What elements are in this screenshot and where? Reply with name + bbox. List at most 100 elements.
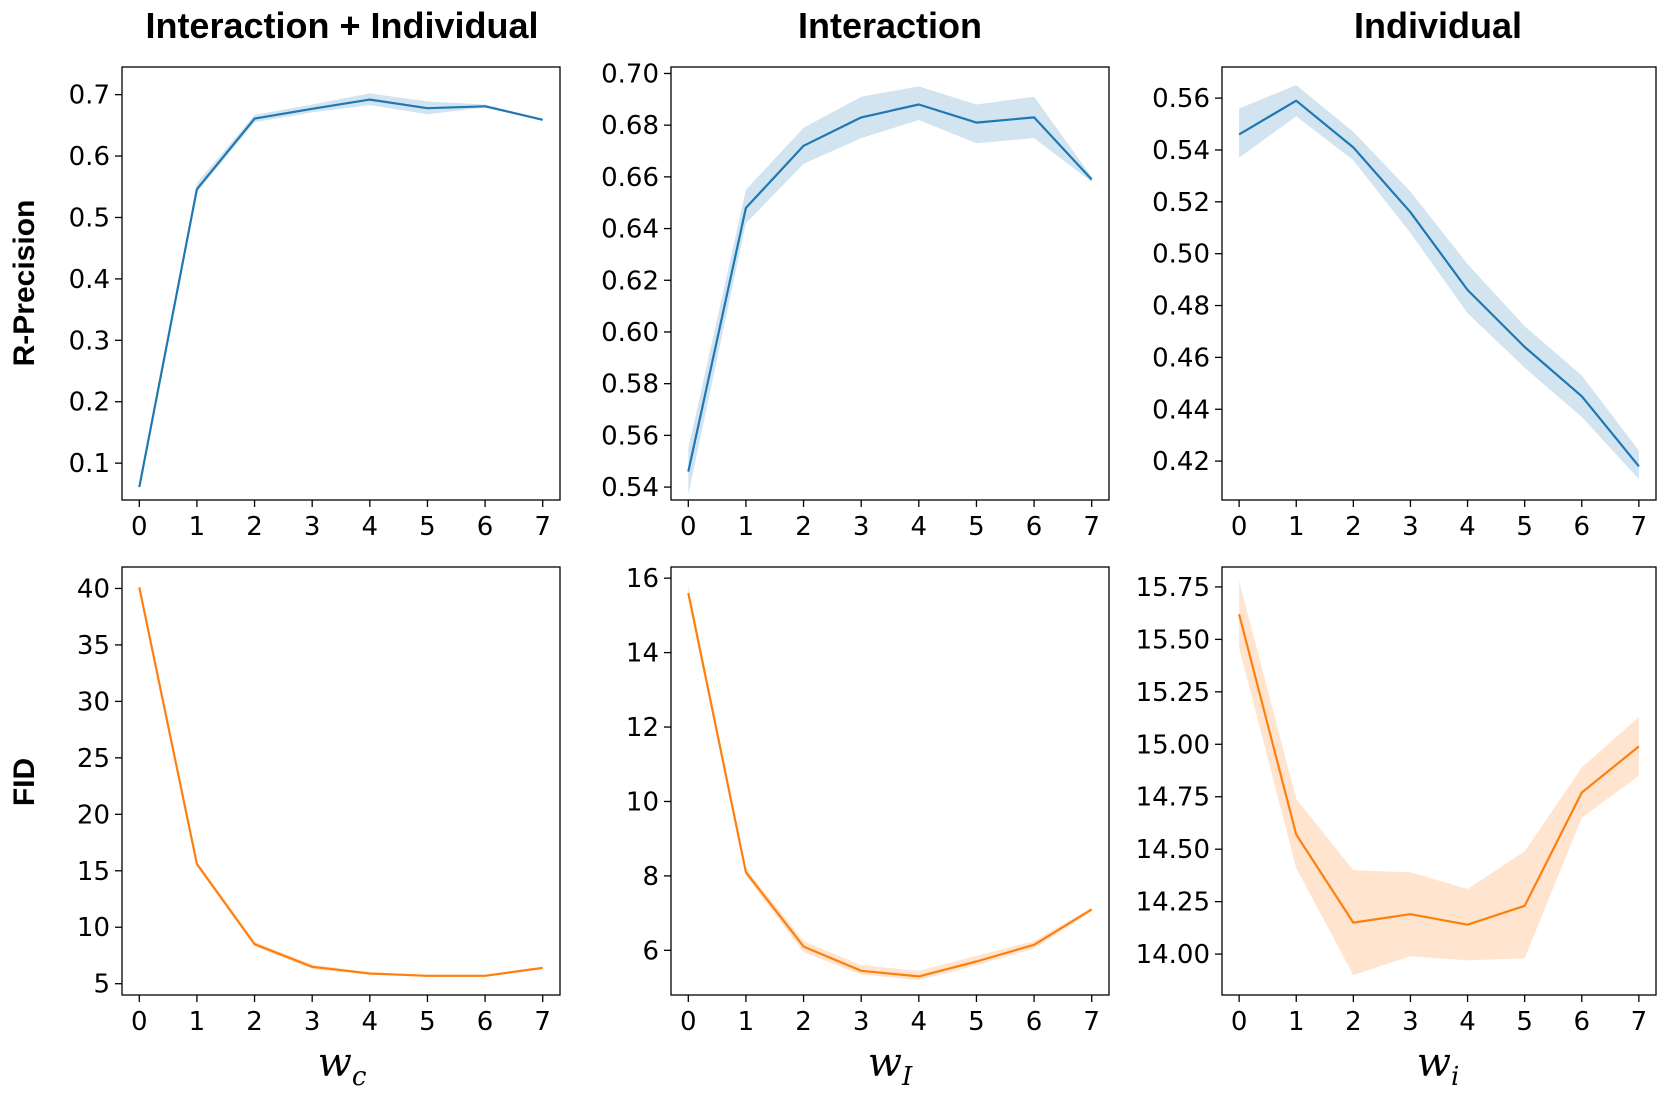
confidence-band xyxy=(688,86,1092,495)
y-tick-label: 14.50 xyxy=(1136,835,1210,865)
series-line xyxy=(1238,613,1640,926)
x-tick-label: 1 xyxy=(1288,1007,1305,1037)
y-tick-label: 25 xyxy=(77,744,110,774)
y-tick-label: 0.66 xyxy=(601,163,659,193)
subplot-grid: 0 1 2 3 4 5 6 70.10.20.30.40.50.60.70 1 2 3 4 5 6 70.5… xyxy=(69,59,1657,1037)
y-tick-label: 0.56 xyxy=(601,421,659,451)
y-tick-label: 6 xyxy=(642,936,659,966)
y-tick-label: 0.68 xyxy=(601,111,659,141)
confidence-band xyxy=(139,93,543,488)
x-tick-label: 0 xyxy=(1231,1007,1248,1037)
axes-frame xyxy=(670,566,1110,996)
y-tick-label: 0.44 xyxy=(1152,395,1210,425)
y-tick-label: 16 xyxy=(626,564,659,594)
confidence-band xyxy=(1239,580,1639,976)
y-tick-label: 0.5 xyxy=(69,203,110,233)
x-tick-label: 4 xyxy=(1459,512,1476,542)
y-tick-label: 0.64 xyxy=(601,215,659,245)
y-tick-label: 0.46 xyxy=(1152,343,1210,373)
x-tick-label: 6 xyxy=(1026,1007,1043,1037)
x-tick-label: 4 xyxy=(1459,1007,1476,1037)
series-line xyxy=(687,592,1093,978)
x-tick-label: 7 xyxy=(1631,512,1648,542)
axes-frame xyxy=(1221,566,1657,996)
y-tick-label: 0.1 xyxy=(69,449,110,479)
x-tick-label: 7 xyxy=(1083,512,1100,542)
series-line xyxy=(1238,99,1640,467)
y-tick-label: 0.54 xyxy=(1152,136,1210,166)
y-tick-label: 15.00 xyxy=(1136,730,1210,760)
y-tick-label: 40 xyxy=(77,574,110,604)
x-axis-label-wc: wc xyxy=(318,1040,367,1092)
y-tick-label: 15 xyxy=(77,857,110,887)
y-tick-label: 14 xyxy=(626,639,659,669)
x-tick-label: 5 xyxy=(419,1007,436,1037)
x-tick-label: 2 xyxy=(246,1007,263,1037)
x-axis-label-wI: wI xyxy=(868,1040,913,1092)
axes-frame xyxy=(121,66,561,501)
series-line xyxy=(138,98,543,488)
row-label-fid: FID xyxy=(8,758,41,806)
x-tick-label: 2 xyxy=(246,512,263,542)
y-tick-label: 0.60 xyxy=(601,318,659,348)
y-tick-label: 0.58 xyxy=(601,370,659,400)
y-tick-label: 0.6 xyxy=(69,142,110,172)
x-tick-label: 4 xyxy=(362,512,379,542)
x-tick-label: 1 xyxy=(738,512,755,542)
y-tick-label: 0.62 xyxy=(601,266,659,296)
x-tick-label: 0 xyxy=(680,512,697,542)
x-tick-label: 6 xyxy=(1026,512,1043,542)
y-tick-label: 15.75 xyxy=(1136,573,1210,603)
y-tick-label: 0.54 xyxy=(601,473,659,503)
series-line xyxy=(687,103,1093,472)
y-tick-label: 15.25 xyxy=(1136,678,1210,708)
x-tick-label: 6 xyxy=(477,1007,494,1037)
x-tick-label: 6 xyxy=(477,512,494,542)
y-tick-label: 8 xyxy=(642,862,659,892)
subplot: 0 1 2 3 4 5 6 7 14.00 14.25 14.50 14.75 15.00 15.25 15… xyxy=(1136,566,1657,1037)
subplot: 0 1 2 3 4 5 6 7 0.42 0.44 0.46 0.48 0.50 0.52 0.54 0.56 xyxy=(1152,66,1657,542)
subplot: 0 1 2 3 4 5 6 7 0.54 0.56 0.58 0.60 0.62 0.64 0.66 0.68… xyxy=(601,59,1110,542)
y-tick-label: 0.48 xyxy=(1152,292,1210,322)
x-tick-label: 2 xyxy=(1345,1007,1362,1037)
y-tick-label: 0.70 xyxy=(601,59,659,89)
y-tick-label: 0.7 xyxy=(69,81,110,111)
x-tick-label: 6 xyxy=(1573,1007,1590,1037)
x-tick-label: 7 xyxy=(1631,1007,1648,1037)
y-tick-label: 35 xyxy=(77,631,110,661)
x-tick-label: 7 xyxy=(1083,1007,1100,1037)
x-tick-label: 1 xyxy=(189,512,206,542)
y-tick-label: 5 xyxy=(93,970,110,1000)
x-tick-label: 0 xyxy=(131,512,148,542)
x-tick-label: 1 xyxy=(189,1007,206,1037)
y-tick-label: 30 xyxy=(77,687,110,717)
x-tick-label: 3 xyxy=(304,512,321,542)
x-axis-label-wi: wi xyxy=(1417,1040,1460,1092)
y-tick-label: 15.50 xyxy=(1136,625,1210,655)
series-line xyxy=(138,587,543,977)
axes-frame xyxy=(121,566,561,996)
x-tick-label: 5 xyxy=(1516,512,1533,542)
y-tick-label: 12 xyxy=(626,713,659,743)
x-tick-label: 0 xyxy=(131,1007,148,1037)
subplot: 0 1 2 3 4 5 6 7 5 10 15 20 25 30 35 40 xyxy=(77,566,561,1037)
x-tick-label: 3 xyxy=(853,1007,870,1037)
x-tick-label: 7 xyxy=(534,512,551,542)
y-tick-label: 14.25 xyxy=(1136,888,1210,918)
y-tick-label: 0.42 xyxy=(1152,447,1210,477)
y-tick-label: 10 xyxy=(77,913,110,943)
column-title-1: Interaction xyxy=(798,5,982,46)
x-tick-label: 2 xyxy=(795,512,812,542)
y-tick-label: 14.00 xyxy=(1136,940,1210,970)
x-tick-label: 3 xyxy=(853,512,870,542)
y-tick-label: 14.75 xyxy=(1136,783,1210,813)
subplot: 0 1 2 3 4 5 6 7 0.1 0.2 0.3 0.4 0.5 0.6 0.7 xyxy=(69,66,561,542)
y-tick-label: 20 xyxy=(77,800,110,830)
row-label-r-precision: R-Precision xyxy=(8,200,41,367)
x-tick-label: 6 xyxy=(1573,512,1590,542)
x-tick-label: 5 xyxy=(419,512,436,542)
x-tick-label: 4 xyxy=(362,1007,379,1037)
x-tick-label: 2 xyxy=(795,1007,812,1037)
